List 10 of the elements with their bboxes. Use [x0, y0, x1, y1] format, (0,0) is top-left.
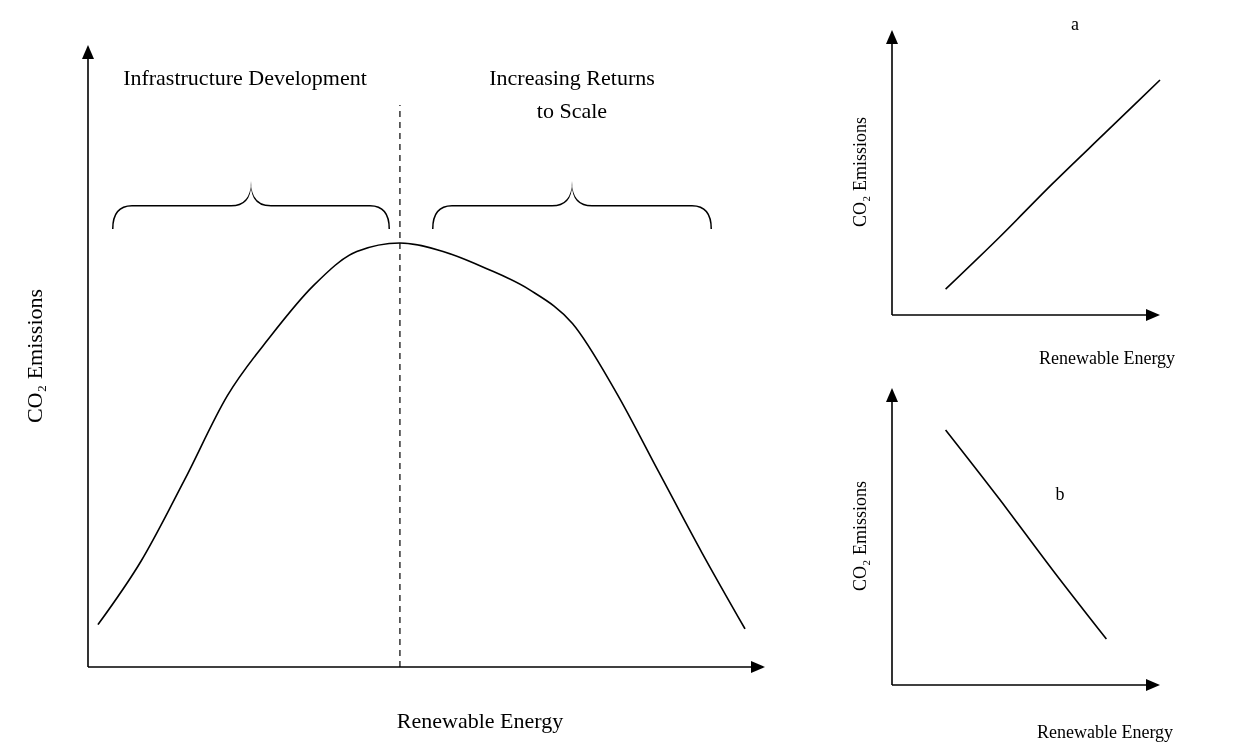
y-axis-title: CO₂ Emissions: [850, 117, 870, 227]
y-axis-title: CO₂ Emissions: [22, 288, 47, 424]
y-axis-title: CO₂ Emissions: [850, 481, 870, 591]
x-axis-title: Renewable Energy: [396, 708, 564, 733]
annotation: b: [1055, 484, 1065, 504]
text: Increasing Returns to Scale: [489, 65, 655, 123]
x-axis-title: Renewable Energy: [1038, 348, 1176, 368]
text: Infrastructure Development: [123, 65, 367, 90]
x-axis-title: Renewable Energy: [1036, 722, 1174, 742]
text: a: [1071, 14, 1079, 34]
